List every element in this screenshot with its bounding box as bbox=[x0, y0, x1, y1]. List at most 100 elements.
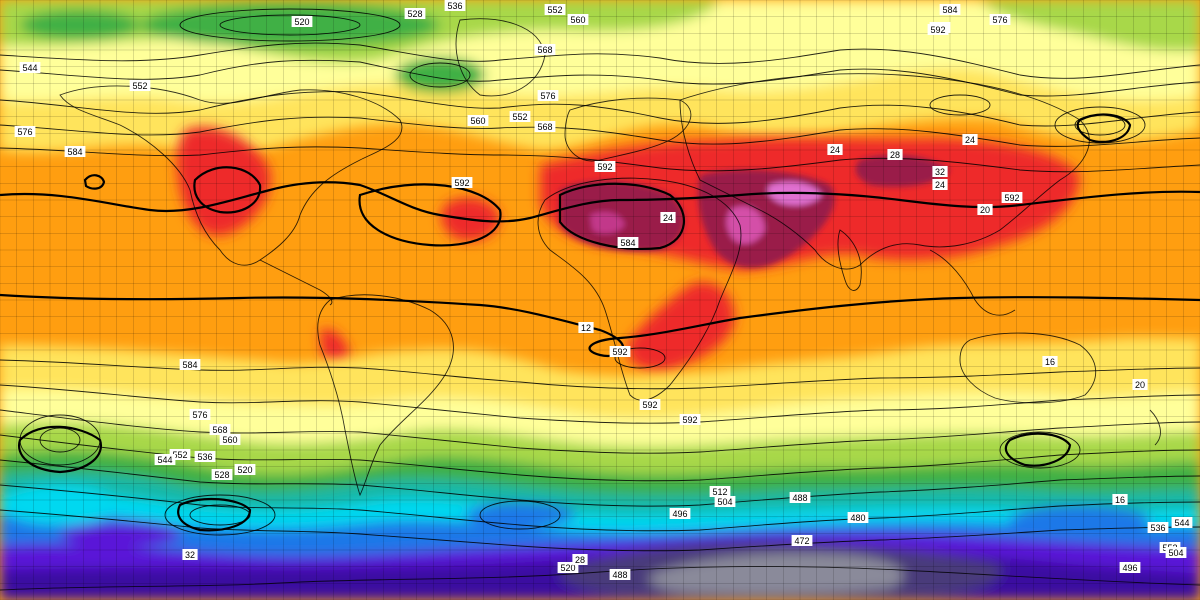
contour-label: 576 bbox=[537, 90, 559, 101]
contour-label-text: 544 bbox=[22, 63, 37, 73]
contour-label: 560 bbox=[219, 434, 241, 445]
contour-label-text: 552 bbox=[512, 112, 527, 122]
arctic-green-core-2 bbox=[395, 57, 485, 93]
contour-label-text: 592 bbox=[612, 347, 627, 357]
contour-label-text: 552 bbox=[172, 450, 187, 460]
contour-high-atlantic bbox=[358, 183, 502, 247]
contour-label-text: 28 bbox=[890, 150, 900, 160]
contour-high-north-america bbox=[193, 166, 262, 214]
contour-label-text: 584 bbox=[182, 360, 197, 370]
contour-label-text: 592 bbox=[642, 400, 657, 410]
contour-low-pacific bbox=[83, 174, 106, 190]
contour-label-text: 560 bbox=[222, 435, 237, 445]
contour-label: 584 bbox=[64, 146, 86, 157]
contour-label: 552 bbox=[129, 80, 151, 91]
contour-label: 584 bbox=[179, 359, 201, 370]
peak-sahara bbox=[590, 211, 625, 234]
coast-australia bbox=[959, 332, 1097, 404]
contour-label-text: 576 bbox=[17, 127, 32, 137]
contour-592-north bbox=[0, 181, 1200, 223]
contour-label-text: 24 bbox=[935, 180, 945, 190]
contour-label: 592 bbox=[609, 346, 631, 357]
contour-label-text: 584 bbox=[620, 238, 635, 248]
contour-label-text: 544 bbox=[157, 455, 172, 465]
contour-label-text: 488 bbox=[792, 493, 807, 503]
south-pacific-cyan-core bbox=[0, 485, 120, 525]
contour-low-south-pacific bbox=[17, 425, 103, 474]
contour-label: 28 bbox=[887, 149, 903, 160]
contour-label: 592 bbox=[679, 414, 701, 425]
contour-label-text: 584 bbox=[942, 5, 957, 15]
contour-label: 504 bbox=[714, 496, 736, 507]
contour-label: 496 bbox=[1119, 562, 1141, 573]
contour-high-sahara bbox=[558, 182, 685, 250]
contour-low-indian bbox=[1004, 432, 1072, 467]
contour-low-south-atlantic bbox=[177, 497, 252, 532]
contour-label-text: 552 bbox=[132, 81, 147, 91]
contour-label: 568 bbox=[534, 44, 556, 55]
contour-label-text: 568 bbox=[537, 45, 552, 55]
contour-label: 16 bbox=[1112, 494, 1128, 505]
contour-label: 472 bbox=[791, 535, 813, 546]
contour-label: 20 bbox=[977, 204, 993, 215]
contour-label-text: 592 bbox=[1004, 193, 1019, 203]
contour-label-text: 584 bbox=[67, 147, 82, 157]
coast-south-america bbox=[317, 294, 454, 497]
contour-label-text: 576 bbox=[192, 410, 207, 420]
contour-label-text: 24 bbox=[965, 135, 975, 145]
coast-europe bbox=[564, 97, 692, 162]
contour-label-text: 504 bbox=[1168, 548, 1183, 558]
contour-label: 592 bbox=[451, 177, 473, 188]
contour-label-text: 528 bbox=[407, 9, 422, 19]
contour-label-text: 536 bbox=[447, 1, 462, 11]
coast-new-zealand bbox=[1149, 409, 1161, 446]
contour-label: 592 bbox=[639, 399, 661, 410]
contour-label: 576 bbox=[14, 126, 36, 137]
contour-label-text: 568 bbox=[212, 425, 227, 435]
coast-asia bbox=[679, 73, 1090, 270]
contour-label: 528 bbox=[211, 469, 233, 480]
contour-label-text: 32 bbox=[935, 167, 945, 177]
contour-label-text: 520 bbox=[294, 17, 309, 27]
contour-label: 480 bbox=[847, 512, 869, 523]
south-atlantic-blue-core bbox=[465, 503, 575, 527]
coast-india bbox=[837, 229, 862, 291]
contour-label-text: 592 bbox=[682, 415, 697, 425]
contour-label: 28 bbox=[572, 554, 588, 565]
contour-label: 560 bbox=[567, 14, 589, 25]
antarctic-grey bbox=[648, 553, 905, 595]
contour-label-text: 488 bbox=[612, 570, 627, 580]
contour-low-south-indian bbox=[1076, 113, 1132, 143]
contour-label-text: 28 bbox=[575, 555, 585, 565]
contour-label-text: 568 bbox=[537, 122, 552, 132]
contour-label-text: 576 bbox=[540, 91, 555, 101]
contour-label: 552 bbox=[544, 4, 566, 15]
contour-label: 24 bbox=[827, 144, 843, 155]
contour-label: 16 bbox=[1042, 356, 1058, 367]
contour-labels: 5365285205525605685765845925525445685765… bbox=[14, 0, 1193, 580]
contour-label-text: 24 bbox=[830, 145, 840, 155]
contour-label: 536 bbox=[444, 0, 466, 11]
contour-label: 12 bbox=[578, 322, 594, 333]
contour-label: 496 bbox=[669, 508, 691, 519]
contour-label: 20 bbox=[1132, 379, 1148, 390]
contour-label-text: 536 bbox=[197, 452, 212, 462]
contour-label: 576 bbox=[189, 409, 211, 420]
contour-label-text: 520 bbox=[237, 465, 252, 475]
geopotential-contours bbox=[0, 8, 1200, 552]
contour-label-text: 592 bbox=[454, 178, 469, 188]
contour-label-text: 592 bbox=[597, 162, 612, 172]
extreme-china bbox=[855, 154, 950, 187]
contour-label-text: 544 bbox=[1174, 518, 1189, 528]
contour-label-text: 592 bbox=[930, 25, 945, 35]
contour-label: 568 bbox=[209, 424, 231, 435]
contour-label: 544 bbox=[19, 62, 41, 73]
contour-label: 584 bbox=[939, 4, 961, 15]
contour-label: 32 bbox=[182, 549, 198, 560]
contour-label-text: 12 bbox=[581, 323, 591, 333]
hot-south-america bbox=[320, 328, 350, 363]
contour-label: 576 bbox=[989, 14, 1011, 25]
contour-label: 24 bbox=[932, 179, 948, 190]
